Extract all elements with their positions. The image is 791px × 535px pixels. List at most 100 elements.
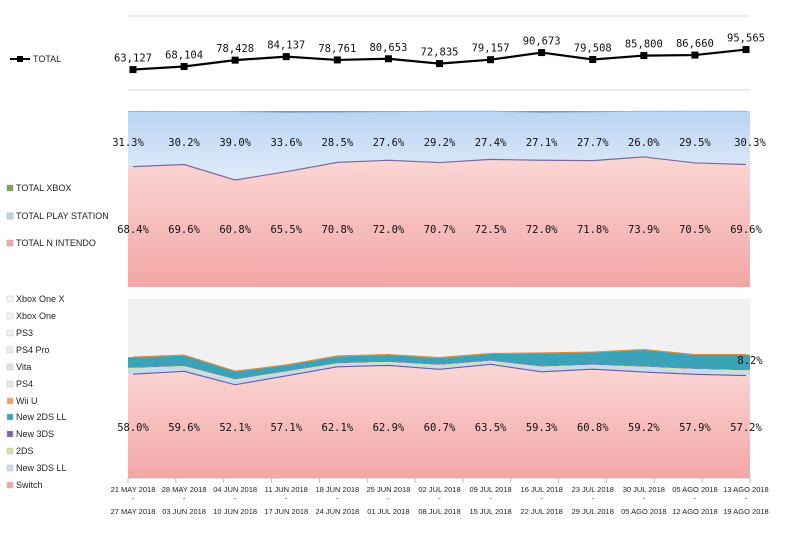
x-tick-label-dash: - <box>132 494 135 503</box>
total-marker <box>436 60 443 68</box>
total-marker <box>180 63 188 71</box>
total-marker <box>640 52 648 60</box>
legend-label: Wii U <box>16 396 38 406</box>
nintendo-data-label: 72.0% <box>526 224 558 236</box>
x-tick-label-start: 21 MAY 2018 <box>111 485 156 494</box>
total-data-label: 90,673 <box>523 36 561 48</box>
legend-swatch <box>6 295 14 303</box>
x-tick-label-dash: - <box>387 494 390 503</box>
legend-swatch <box>6 481 14 489</box>
x-tick-label-start: 16 JUL 2018 <box>521 485 563 494</box>
x-tick-label-dash: - <box>592 494 595 503</box>
x-tick-label-end: 10 JUN 2018 <box>213 507 257 516</box>
x-tick-label-start: 25 JUN 2018 <box>367 485 411 494</box>
total-data-label: 72,835 <box>421 47 459 59</box>
total-marker <box>333 56 341 64</box>
x-tick-label-end: 19 AGO 2018 <box>723 507 768 516</box>
legend-label: Xbox One <box>16 311 56 321</box>
switch-data-label: 63.5% <box>475 422 507 434</box>
switch-data-label: 57.1% <box>270 422 302 434</box>
nintendo-data-label: 65.5% <box>270 224 302 236</box>
2ds-area <box>128 360 750 381</box>
legend-label: New 2DS LL <box>16 412 67 422</box>
nintendo-data-label: 70.8% <box>322 224 354 236</box>
legend-swatch <box>6 397 14 405</box>
x-tick-label-dash: - <box>643 494 646 503</box>
x-tick-label-end: 24 JUN 2018 <box>315 507 359 516</box>
switch-data-label: 59.2% <box>628 422 660 434</box>
x-tick-label-start: 30 JUL 2018 <box>623 485 665 494</box>
nintendo-data-label: 69.6% <box>168 224 200 236</box>
x-tick-label-start: 13 AGO 2018 <box>723 485 768 494</box>
new2dsll-data-label: 8.2% <box>737 355 763 367</box>
x-tick-label-end: 05 AGO 2018 <box>621 507 666 516</box>
switch-data-label: 60.8% <box>577 422 609 434</box>
nintendo-data-label: 72.0% <box>373 224 405 236</box>
total-data-label: 85,800 <box>625 39 663 51</box>
legend-total-label: TOTAL <box>33 54 61 64</box>
legend-swatch <box>6 430 14 438</box>
x-tick-label-dash: - <box>438 494 441 503</box>
x-tick-label-dash: - <box>234 494 237 503</box>
x-tick-label-dash: - <box>745 494 748 503</box>
legend-label: PS4 Pro <box>16 345 50 355</box>
legend-label: PS3 <box>16 328 33 338</box>
playstation-data-label: 29.2% <box>424 137 456 149</box>
playstation-data-label: 27.1% <box>526 137 558 149</box>
x-tick-label-start: 11 JUN 2018 <box>265 485 308 494</box>
x-tick-label-start: 04 JUN 2018 <box>213 485 257 494</box>
new3dsll-area <box>128 361 750 385</box>
legend-swatch <box>6 413 14 421</box>
switch-data-label: 58.0% <box>117 422 149 434</box>
x-tick-label-end: 22 JUL 2018 <box>521 507 563 516</box>
playstation-area <box>128 111 750 180</box>
switch-data-label: 57.2% <box>730 422 762 434</box>
nintendo-data-label: 70.7% <box>424 224 456 236</box>
x-tick-label-start: 23 JUL 2018 <box>572 485 614 494</box>
nintendo-data-label: 60.8% <box>219 224 251 236</box>
x-tick-label-end: 03 JUN 2018 <box>162 507 206 516</box>
x-tick-label-start: 05 AGO 2018 <box>672 485 717 494</box>
legend-swatch <box>6 346 14 354</box>
x-tick-label-end: 08 JUL 2018 <box>418 507 460 516</box>
total-data-label: 68,104 <box>165 50 203 62</box>
legend-label: Switch <box>16 480 43 490</box>
total-marker <box>691 51 699 59</box>
legend-total-marker <box>17 56 23 62</box>
playstation-boundary <box>132 110 747 113</box>
playstation-data-label: 27.4% <box>475 137 507 149</box>
x-tick-label-dash: - <box>694 494 697 503</box>
switch-data-label: 62.9% <box>373 422 405 434</box>
legend-swatch <box>6 464 14 472</box>
x-tick-label-dash: - <box>336 494 339 503</box>
x-tick-label-start: 02 JUL 2018 <box>418 485 460 494</box>
switch-boundary <box>132 363 747 386</box>
switch-area <box>128 364 750 478</box>
total-marker <box>487 56 495 64</box>
total-data-label: 80,653 <box>369 42 407 54</box>
legend-swatch <box>6 239 14 247</box>
legend-label: New 3DS <box>16 429 54 439</box>
nintendo-data-label: 68.4% <box>117 224 149 236</box>
total-marker <box>589 55 597 63</box>
total-data-label: 78,761 <box>318 43 356 55</box>
playstation-data-label: 33.6% <box>270 137 302 149</box>
nintendo-data-label: 73.9% <box>628 224 660 236</box>
x-tick-label-dash: - <box>489 494 492 503</box>
switch-data-label: 60.7% <box>424 422 456 434</box>
nintendo-boundary <box>132 156 747 181</box>
x-tick-label-end: 12 AGO 2018 <box>672 507 717 516</box>
total-marker <box>742 46 750 54</box>
legend-swatch <box>6 329 14 337</box>
legend-label: TOTAL PLAY STATION <box>16 211 109 221</box>
playstation-data-label: 28.5% <box>322 137 354 149</box>
x-tick-label-dash: - <box>183 494 186 503</box>
legend-label: PS4 <box>16 379 33 389</box>
legend-label: New 3DS LL <box>16 463 67 473</box>
nintendo-data-label: 72.5% <box>475 224 507 236</box>
nintendo-area <box>128 156 750 287</box>
nintendo-data-label: 70.5% <box>679 224 711 236</box>
x-tick-label-dash: - <box>540 494 543 503</box>
